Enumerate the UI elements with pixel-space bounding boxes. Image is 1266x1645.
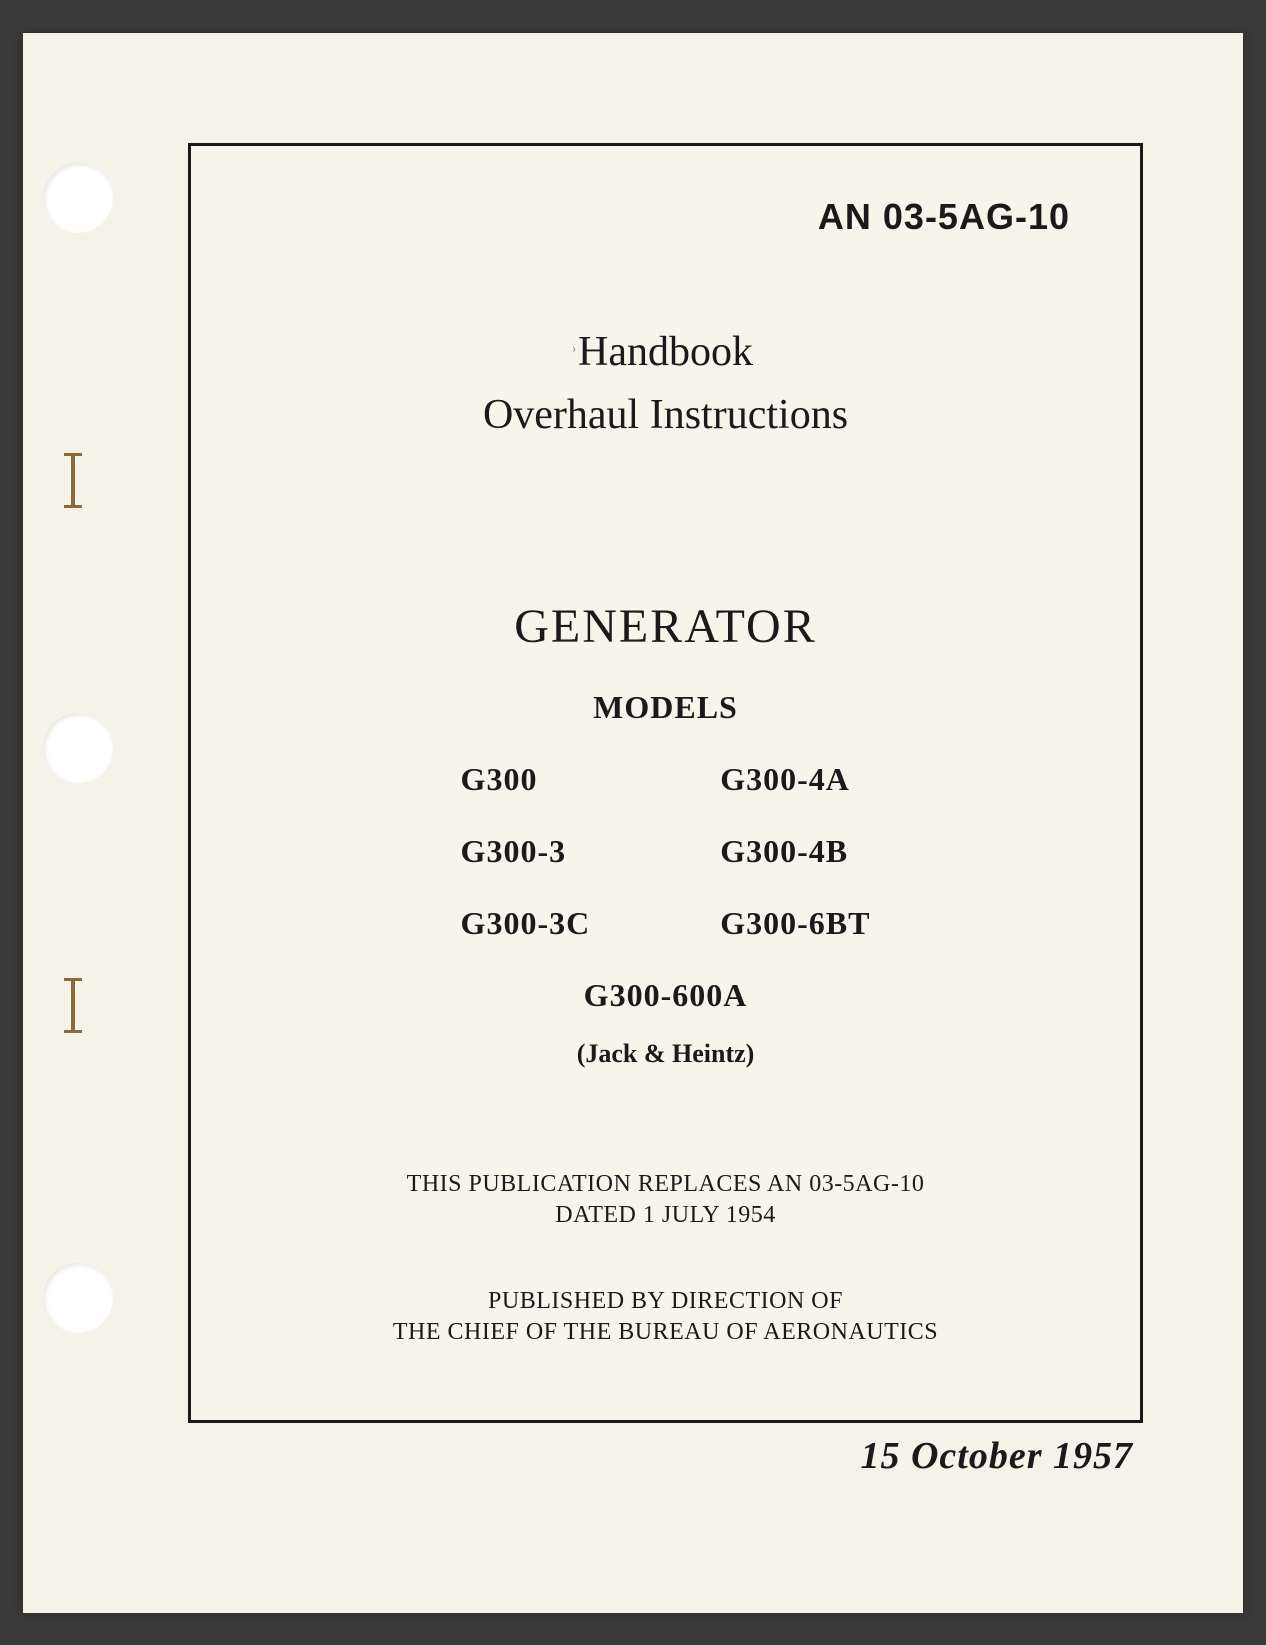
- models-grid: G300 G300-3 G300-3C G300-4A G300-4B G300…: [261, 761, 1070, 942]
- title-overhaul: Overhaul Instructions: [261, 391, 1070, 439]
- model-item-center: G300-600A: [261, 977, 1070, 1014]
- document-number: AN 03-5AG-10: [261, 196, 1070, 238]
- published-line: PUBLISHED BY DIRECTION OF: [261, 1286, 1070, 1317]
- model-item: G300-4A: [720, 761, 870, 798]
- punch-hole: [43, 163, 113, 233]
- title-handbook: Handbook: [261, 328, 1070, 376]
- models-column-right: G300-4A G300-4B G300-6BT: [720, 761, 870, 942]
- staple-mark: [63, 453, 83, 508]
- replaces-line: DATED 1 JULY 1954: [261, 1200, 1070, 1231]
- document-page: AN 03-5AG-10 ⸒ ⸱ Handbook Overhaul Instr…: [23, 33, 1243, 1613]
- model-item: G300-3: [461, 833, 591, 870]
- published-line: THE CHIEF OF THE BUREAU OF AERONAUTICS: [261, 1317, 1070, 1348]
- punch-hole: [43, 1263, 113, 1333]
- content-frame: AN 03-5AG-10 ⸒ ⸱ Handbook Overhaul Instr…: [188, 143, 1143, 1423]
- published-notice: PUBLISHED BY DIRECTION OF THE CHIEF OF T…: [261, 1286, 1070, 1348]
- model-item: G300-4B: [720, 833, 870, 870]
- model-item: G300-3C: [461, 905, 591, 942]
- models-column-left: G300 G300-3 G300-3C: [461, 761, 591, 942]
- publication-date: 15 October 1957: [860, 1434, 1133, 1478]
- model-item: G300: [461, 761, 591, 798]
- staple-mark: [63, 978, 83, 1033]
- subject-title: GENERATOR: [261, 599, 1070, 654]
- print-artifact: ⸒ ⸱: [571, 326, 588, 353]
- punch-hole: [43, 713, 113, 783]
- model-item: G300-6BT: [720, 905, 870, 942]
- manufacturer-label: (Jack & Heintz): [261, 1039, 1070, 1069]
- replaces-line: THIS PUBLICATION REPLACES AN 03-5AG-10: [261, 1169, 1070, 1200]
- models-label: MODELS: [261, 689, 1070, 726]
- replaces-notice: THIS PUBLICATION REPLACES AN 03-5AG-10 D…: [261, 1169, 1070, 1231]
